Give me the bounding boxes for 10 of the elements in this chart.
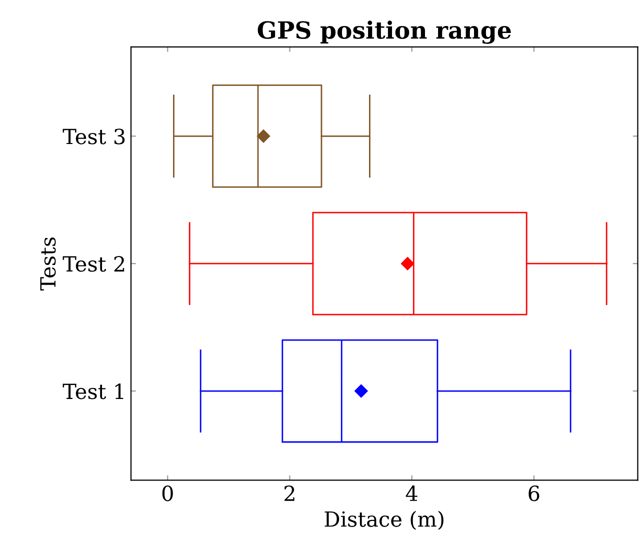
x-tick-label: 6: [528, 485, 540, 502]
y-tick-label: Test 3: [62, 128, 125, 144]
x-tick-label: 4: [406, 485, 418, 501]
y-tick-label: Test 1: [62, 383, 124, 400]
chart-title: GPS position range: [258, 20, 511, 44]
x-tick-label: 0: [162, 485, 173, 502]
y-axis-title: Tests: [40, 237, 56, 291]
x-axis-title: Distace (m): [324, 510, 444, 530]
x-tick-label: 2: [284, 485, 294, 501]
y-tick-label: Test 2: [62, 256, 124, 272]
